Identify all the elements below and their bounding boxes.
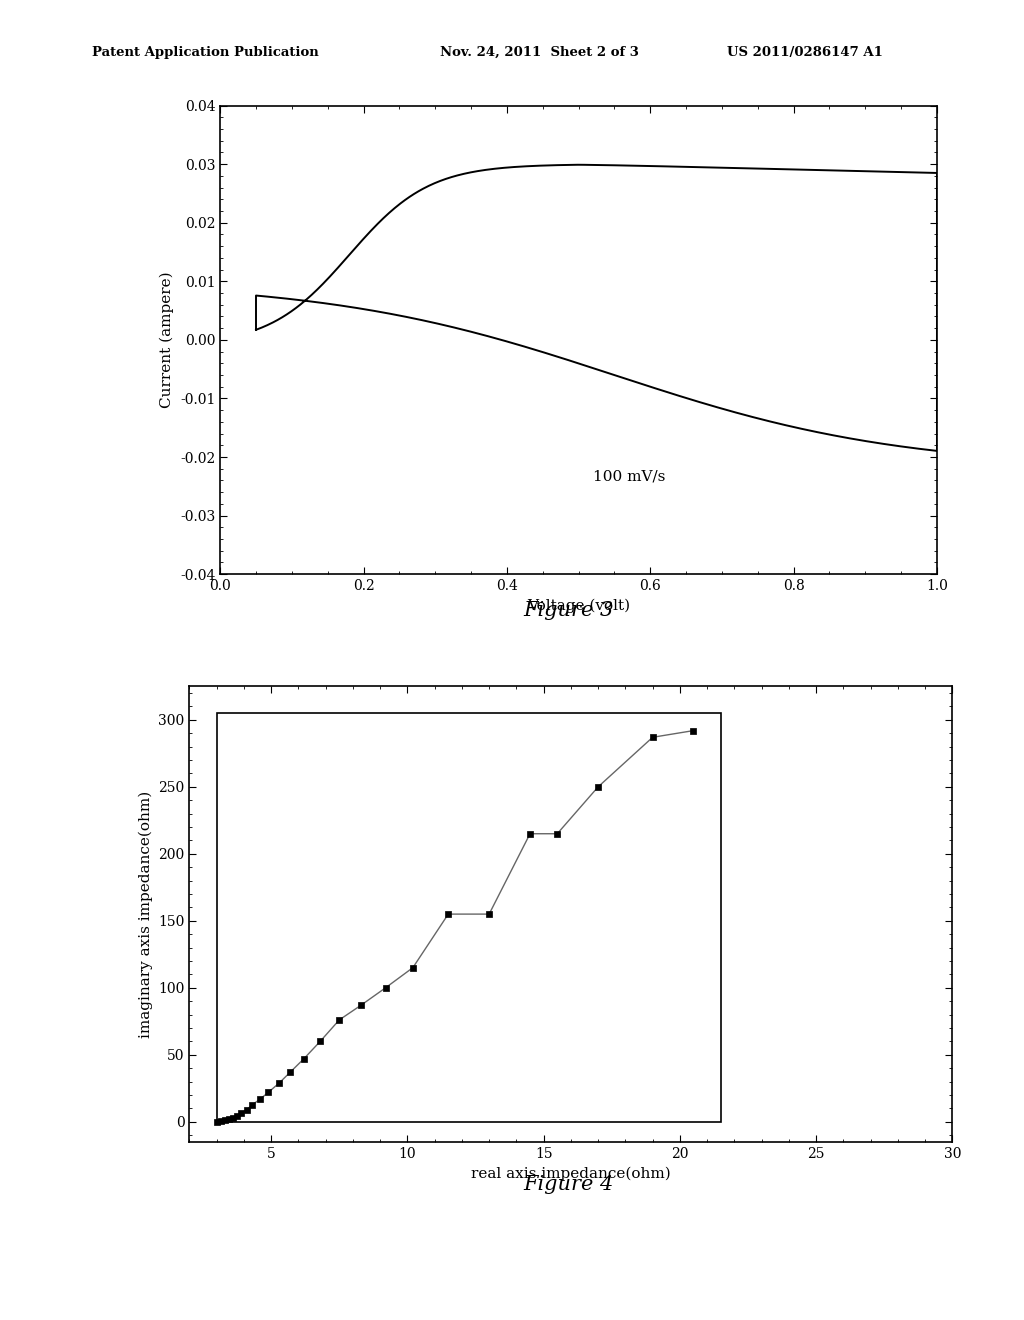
Text: US 2011/0286147 A1: US 2011/0286147 A1: [727, 46, 883, 59]
Point: [312, 1031, 329, 1052]
Point: [252, 1089, 268, 1110]
Text: Figure 3: Figure 3: [523, 601, 613, 619]
Point: [440, 903, 457, 924]
Point: [213, 1110, 229, 1131]
Point: [378, 977, 394, 998]
Point: [271, 1072, 288, 1093]
Point: [244, 1094, 260, 1115]
Point: [685, 719, 701, 741]
Point: [549, 824, 565, 845]
Point: [239, 1100, 255, 1121]
Point: [209, 1111, 225, 1133]
Point: [282, 1061, 298, 1082]
Point: [229, 1105, 246, 1126]
Point: [353, 995, 370, 1016]
Bar: [217, 713, 721, 1122]
Text: Patent Application Publication: Patent Application Publication: [92, 46, 318, 59]
Point: [217, 1110, 233, 1131]
Point: [522, 824, 539, 845]
Y-axis label: Current (ampere): Current (ampere): [160, 272, 174, 408]
Text: Nov. 24, 2011  Sheet 2 of 3: Nov. 24, 2011 Sheet 2 of 3: [440, 46, 639, 59]
X-axis label: real axis impedance(ohm): real axis impedance(ohm): [471, 1166, 671, 1180]
Point: [221, 1109, 238, 1130]
Point: [481, 903, 498, 924]
Point: [233, 1102, 250, 1123]
Point: [260, 1081, 276, 1102]
Point: [644, 727, 660, 748]
Point: [296, 1048, 312, 1069]
Point: [590, 776, 606, 797]
X-axis label: Voltage (volt): Voltage (volt): [527, 598, 630, 612]
Point: [404, 957, 421, 978]
Text: 100 mV/s: 100 mV/s: [593, 470, 666, 483]
Point: [331, 1010, 347, 1031]
Point: [225, 1107, 242, 1129]
Text: Figure 4: Figure 4: [523, 1175, 613, 1193]
Y-axis label: imaginary axis impedance(ohm): imaginary axis impedance(ohm): [138, 791, 153, 1038]
